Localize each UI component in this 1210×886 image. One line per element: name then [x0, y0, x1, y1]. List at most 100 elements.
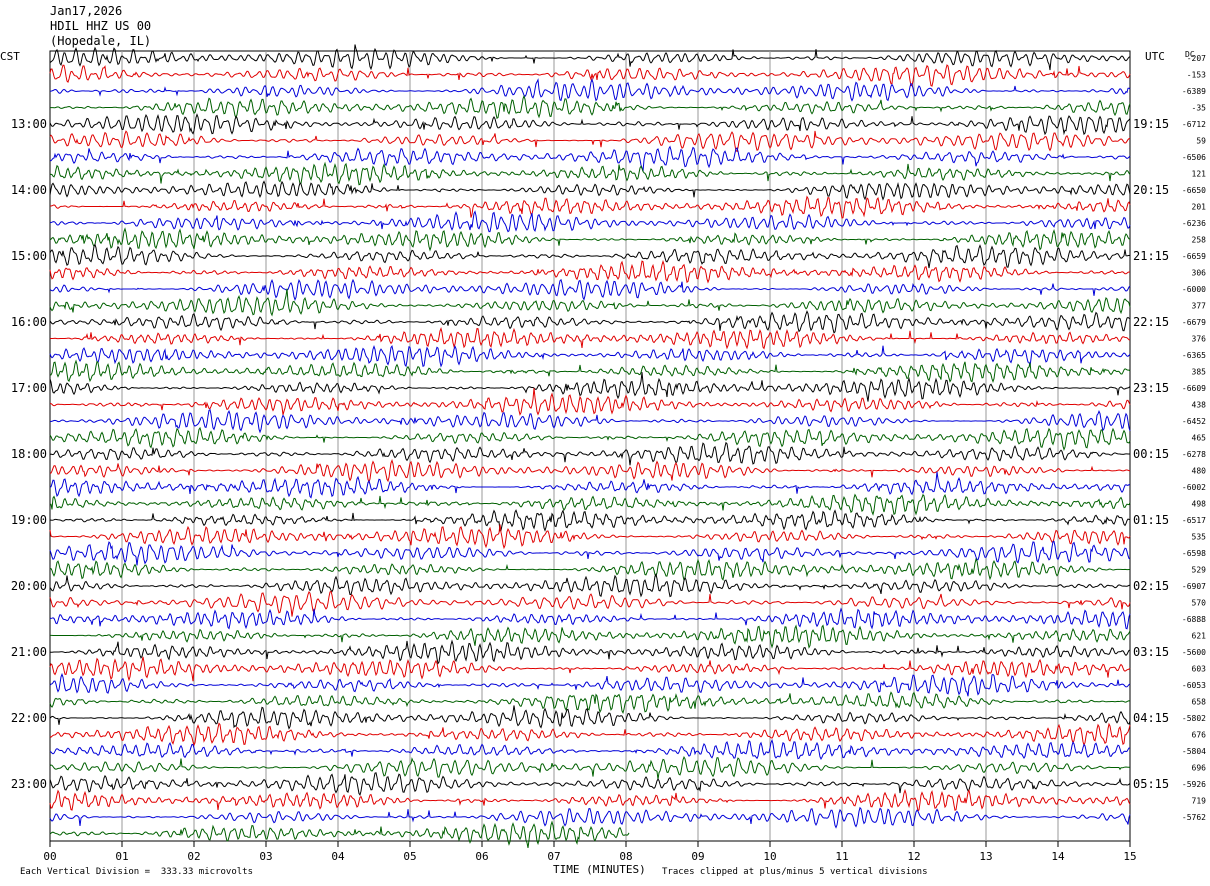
seismic-trace — [49, 78, 1131, 102]
seismic-trace — [49, 180, 1131, 201]
seismic-trace — [49, 113, 1131, 136]
x-tick-label: 13 — [979, 850, 992, 863]
dc-offset-label: -6000 — [1182, 285, 1206, 294]
x-tick-label: 02 — [187, 850, 200, 863]
dc-offset-label: 603 — [1192, 665, 1207, 674]
dc-offset-label: -6679 — [1182, 318, 1206, 327]
dc-offset-label: 438 — [1192, 401, 1207, 410]
dc-offset-label: -6053 — [1182, 681, 1206, 690]
seismic-trace — [49, 691, 1131, 715]
utc-hour-label: 20:15 — [1133, 183, 1169, 197]
seismic-trace — [49, 705, 1131, 730]
x-tick-label: 09 — [691, 850, 704, 863]
seismic-trace — [49, 310, 1131, 334]
dc-offset-label: 570 — [1192, 599, 1207, 608]
seismic-trace — [49, 624, 1131, 649]
dc-offset-label: -6907 — [1182, 582, 1206, 591]
dc-offset-label: 719 — [1192, 797, 1207, 806]
x-tick-label: 15 — [1123, 850, 1136, 863]
seismic-trace — [49, 471, 1131, 499]
dc-offset-label: 658 — [1192, 698, 1207, 707]
seismic-trace — [49, 441, 1130, 466]
x-tick-label: 08 — [619, 850, 632, 863]
dc-offset-label: -6278 — [1182, 450, 1206, 459]
dc-offset-label: 621 — [1192, 632, 1207, 641]
axis-labels: 00 01 02 03 04 05 06 07 08 09 10 11 12 13 14 15 -207 -153… — [11, 54, 1206, 863]
seismic-trace — [49, 755, 1131, 780]
dc-header-label: DC — [1185, 50, 1195, 59]
seismic-trace — [49, 524, 1131, 550]
header-location: (Hopedale, IL) — [50, 34, 152, 48]
seismic-trace — [49, 772, 1131, 797]
x-tick-label: 14 — [1051, 850, 1065, 863]
cst-hour-label: 15:00 — [11, 249, 47, 263]
x-tick-label: 07 — [547, 850, 560, 863]
cst-hour-label: 21:00 — [11, 645, 47, 659]
dc-offset-label: -153 — [1187, 71, 1206, 80]
cst-hour-label: 18:00 — [11, 447, 47, 461]
dc-offset-label: 465 — [1192, 434, 1207, 443]
dc-offset-label: 59 — [1196, 137, 1206, 146]
seismic-trace — [50, 493, 1131, 516]
seismic-trace — [49, 64, 1131, 87]
seismic-trace — [49, 540, 1131, 566]
dc-offset-label: 376 — [1192, 335, 1207, 344]
seismic-trace — [49, 639, 1131, 665]
gridlines — [121, 51, 1059, 841]
dc-offset-label: 535 — [1192, 533, 1207, 542]
x-tick-label: 10 — [763, 850, 776, 863]
dc-offset-label: -5926 — [1182, 780, 1206, 789]
seismic-trace — [49, 278, 1131, 301]
dc-offset-label: 377 — [1192, 302, 1207, 311]
seismic-trace — [49, 327, 1131, 350]
utc-hour-label: 21:15 — [1133, 249, 1169, 263]
x-tick-label: 00 — [43, 850, 56, 863]
dc-offset-label: -6506 — [1182, 153, 1206, 162]
cst-hour-label: 16:00 — [11, 315, 47, 329]
x-tick-label: 03 — [259, 850, 272, 863]
seismic-trace — [49, 408, 1131, 434]
seismic-trace — [49, 820, 630, 848]
dc-offset-label: -5762 — [1182, 813, 1206, 822]
dc-offset-label: -5600 — [1182, 648, 1206, 657]
seismic-trace — [50, 94, 1131, 119]
seismic-trace — [49, 372, 1131, 402]
utc-hour-label: 05:15 — [1133, 777, 1169, 791]
seismic-traces — [49, 44, 1131, 848]
dc-offset-label: -6598 — [1182, 549, 1206, 558]
seismic-trace — [49, 672, 1131, 697]
utc-hour-label: 23:15 — [1133, 381, 1169, 395]
cst-hour-label: 19:00 — [11, 513, 47, 527]
dc-offset-label: 306 — [1192, 269, 1207, 278]
seismic-trace — [49, 557, 1130, 582]
dc-offset-label: 676 — [1192, 731, 1207, 740]
utc-hour-label: 01:15 — [1133, 513, 1169, 527]
utc-hour-label: 22:15 — [1133, 315, 1169, 329]
cst-hour-label: 20:00 — [11, 579, 47, 593]
dc-offset-label: -5804 — [1182, 747, 1206, 756]
scale-note: Each Vertical Division = 333.33 microvol… — [20, 867, 253, 877]
dc-offset-label: -207 — [1187, 54, 1206, 63]
seismic-trace — [49, 210, 1131, 233]
dc-offset-label: 121 — [1192, 170, 1207, 179]
cst-hour-label: 22:00 — [11, 711, 47, 725]
dc-offset-label: -6650 — [1182, 186, 1206, 195]
seismic-trace — [50, 195, 1131, 219]
seismic-trace — [49, 288, 1131, 317]
x-axis-title: TIME (MINUTES) — [553, 863, 646, 876]
dc-offset-label: -6712 — [1182, 120, 1206, 129]
left-timezone-label: CST — [0, 50, 20, 63]
seismic-trace — [49, 243, 1131, 269]
cst-hour-label: 23:00 — [11, 777, 47, 791]
dc-offset-label: -6452 — [1182, 417, 1206, 426]
seismic-trace — [49, 722, 1131, 747]
plot-frame — [49, 50, 1131, 842]
seismic-trace — [49, 459, 1131, 484]
seismic-trace — [49, 259, 1130, 284]
x-tick-label: 11 — [835, 850, 848, 863]
utc-hour-label: 03:15 — [1133, 645, 1169, 659]
dc-offset-label: -6002 — [1182, 483, 1206, 492]
dc-offset-label: -35 — [1192, 104, 1207, 113]
seismic-trace — [49, 161, 1131, 186]
dc-offset-label: -5802 — [1182, 714, 1206, 723]
